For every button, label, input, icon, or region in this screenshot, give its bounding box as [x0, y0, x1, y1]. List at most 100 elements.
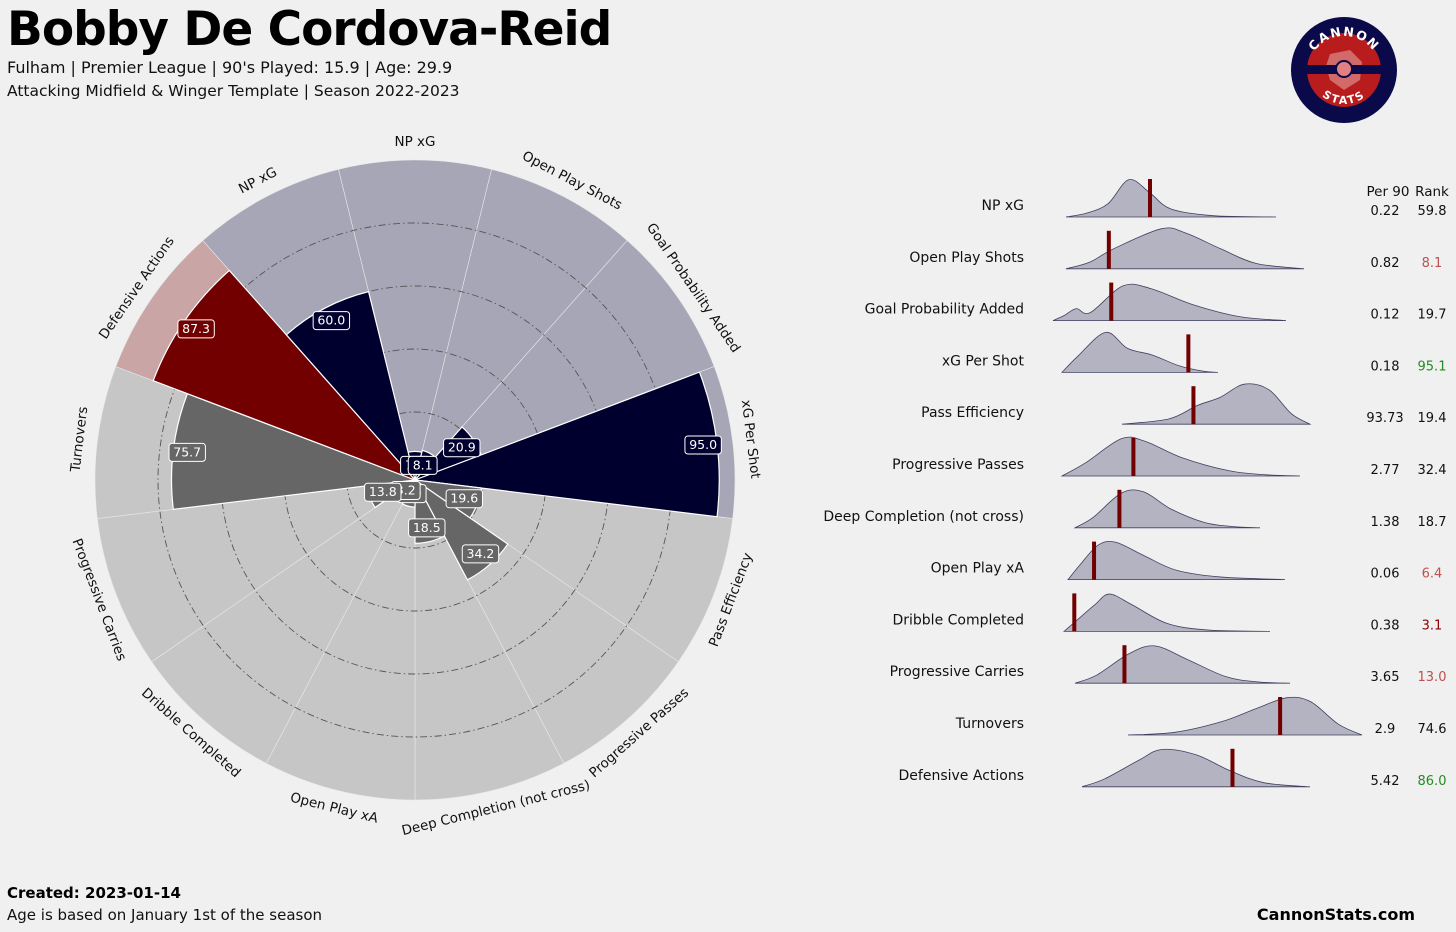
svg-text:19.6: 19.6 — [450, 491, 478, 506]
metric-label: Goal Probability Added — [865, 302, 1024, 318]
rank-value: 18.7 — [1418, 515, 1447, 530]
density-curve — [1061, 331, 1219, 373]
age-note: Age is based on January 1st of the seaso… — [7, 906, 323, 924]
radar-label-np-xg: NP xG — [395, 134, 436, 150]
metric-label: Progressive Passes — [892, 457, 1024, 473]
logo-bottom-text: STATS — [1320, 88, 1366, 107]
player-subtitle: Fulham | Premier League | 90's Played: 1… — [7, 58, 453, 77]
player-marker — [1148, 179, 1152, 217]
rank-value: 19.4 — [1418, 411, 1447, 426]
metric-label: Dribble Completed — [892, 612, 1024, 628]
density-curve — [1121, 383, 1312, 425]
radar-value-progressive-passes: 34.2 — [461, 544, 500, 564]
svg-text:95.0: 95.0 — [689, 437, 717, 452]
per90-value: 0.22 — [1371, 204, 1400, 219]
radar-value-open-play-shots: 8.1 — [407, 455, 438, 475]
rank-value: 59.8 — [1418, 204, 1447, 219]
svg-text:8.1: 8.1 — [413, 457, 433, 472]
density-curve — [1065, 227, 1305, 270]
radar-value-pass-efficiency: 19.6 — [445, 489, 484, 509]
svg-text:20.9: 20.9 — [448, 440, 476, 455]
metric-label: Open Play xA — [931, 561, 1025, 577]
per90-value: 5.42 — [1371, 774, 1400, 789]
svg-text:18.5: 18.5 — [413, 520, 441, 535]
rank-value: 32.4 — [1418, 463, 1447, 478]
player-marker — [1278, 697, 1283, 735]
radar-value-turnovers: 75.7 — [168, 442, 206, 462]
radar-bar-defensive-actions — [152, 269, 416, 481]
metric-label: NP xG — [982, 198, 1025, 214]
distribution-row-progressive-carries: Progressive Carries 3.65 13.0 — [890, 645, 1447, 685]
density-curve — [1065, 179, 1277, 218]
per90-value: 0.82 — [1371, 256, 1400, 271]
cannonstats-logo: CANNON STATS — [1291, 17, 1397, 123]
created-date: Created: 2023-01-14 — [7, 884, 181, 902]
svg-text:60.0: 60.0 — [317, 313, 345, 328]
metric-label: Deep Completion (not cross) — [823, 509, 1024, 525]
metric-label: Progressive Carries — [890, 664, 1024, 680]
distribution-row-defensive-actions: Defensive Actions 5.42 86.0 — [899, 748, 1447, 789]
density-curve — [1081, 748, 1311, 788]
per90-value: 3.65 — [1371, 670, 1400, 685]
column-header-rank: Rank — [1415, 184, 1449, 200]
player-marker — [1230, 748, 1235, 787]
column-header-per90: Per 90 — [1367, 184, 1410, 200]
svg-text:87.3: 87.3 — [182, 321, 210, 336]
density-curve — [1067, 540, 1286, 580]
player-marker — [1109, 282, 1114, 321]
svg-text:13.8: 13.8 — [369, 484, 397, 499]
player-marker — [1191, 386, 1196, 425]
svg-text:STATS: STATS — [1320, 88, 1368, 107]
distribution-row-dribble-completed: Dribble Completed 0.38 3.1 — [892, 593, 1442, 633]
rank-value: 13.0 — [1418, 670, 1447, 685]
rank-value: 86.0 — [1418, 774, 1447, 789]
per90-value: 0.38 — [1371, 618, 1400, 633]
radar-value-defensive-actions: 87.3 — [177, 319, 215, 339]
svg-text:34.2: 34.2 — [467, 546, 495, 561]
template-subtitle: Attacking Midfield & Winger Template | S… — [7, 82, 460, 100]
distribution-row-turnovers: Turnovers 2.9 74.6 — [955, 696, 1446, 737]
distribution-row-np-xg: NP xG 0.22 59.8 — [982, 179, 1447, 219]
metric-label: xG Per Shot — [942, 353, 1025, 369]
distribution-row-progressive-passes: Progressive Passes 2.77 32.4 — [892, 436, 1447, 478]
player-marker — [1092, 541, 1097, 580]
player-marker — [1117, 489, 1122, 528]
radar-label-turnovers: Turnovers — [67, 406, 91, 474]
distribution-row-goal-probability-added: Goal Probability Added 0.12 19.7 — [865, 282, 1447, 323]
radar-bar-xg-per-shot — [414, 371, 720, 518]
brand-link[interactable]: CannonStats.com — [1256, 905, 1415, 924]
player-marker — [1072, 593, 1077, 632]
radar-value-np-xg: 60.0 — [312, 311, 351, 331]
distribution-row-open-play-shots: Open Play Shots 0.82 8.1 — [909, 227, 1443, 271]
radar-bar-np-xg — [285, 290, 416, 481]
player-marker — [1106, 230, 1111, 269]
radar-value-xg-per-shot: 95.0 — [684, 435, 722, 455]
metric-label: Pass Efficiency — [921, 405, 1024, 421]
rank-value: 6.4 — [1422, 567, 1443, 582]
rank-value: 8.1 — [1422, 256, 1443, 271]
per90-value: 2.77 — [1371, 463, 1400, 478]
per90-value: 1.38 — [1371, 515, 1400, 530]
per90-value: 0.06 — [1371, 567, 1400, 582]
player-marker — [1186, 334, 1191, 373]
player-marker — [1122, 645, 1127, 684]
per90-value: 0.18 — [1371, 359, 1400, 374]
rank-value: 19.7 — [1418, 308, 1447, 323]
rank-value: 95.1 — [1418, 359, 1447, 374]
per90-value: 2.9 — [1375, 722, 1396, 737]
distribution-row-open-play-xa: Open Play xA 0.06 6.4 — [931, 540, 1443, 582]
per90-value: 93.73 — [1366, 411, 1403, 426]
distribution-row-pass-efficiency: Pass Efficiency 93.73 19.4 — [921, 383, 1447, 426]
metric-label: Open Play Shots — [909, 250, 1024, 266]
density-curve — [1062, 593, 1271, 632]
radar-value-deep-completion-not-cross: 18.5 — [408, 518, 446, 538]
metric-label: Turnovers — [955, 716, 1024, 732]
distribution-row-deep-completion-not-cross: Deep Completion (not cross) 1.38 18.7 — [823, 489, 1447, 530]
per90-value: 0.12 — [1371, 308, 1400, 323]
density-curve — [1074, 645, 1291, 684]
density-curve — [1127, 696, 1363, 736]
player-name: Bobby De Cordova-Reid — [7, 2, 612, 57]
player-marker — [1131, 438, 1136, 476]
density-curve — [1060, 436, 1301, 477]
